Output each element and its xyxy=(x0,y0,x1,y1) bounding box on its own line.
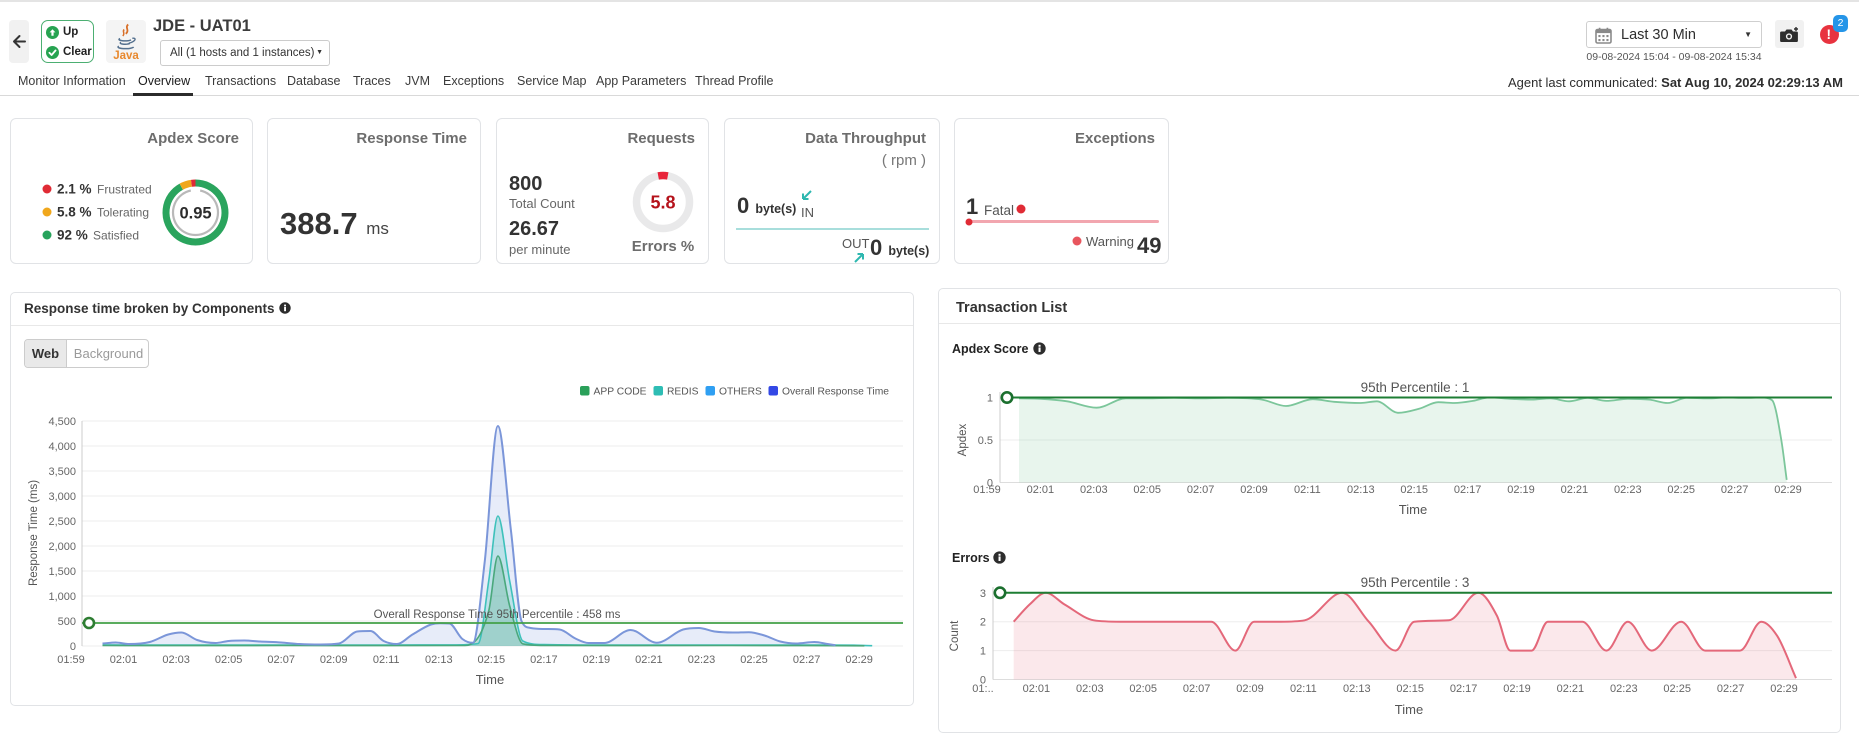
svg-text:95th Percentile : 3: 95th Percentile : 3 xyxy=(1361,575,1470,590)
svg-text:02:27: 02:27 xyxy=(1721,484,1749,496)
svg-text:2.1 %: 2.1 % xyxy=(57,182,92,197)
svg-text:Tolerating: Tolerating xyxy=(97,206,149,220)
svg-text:02:17: 02:17 xyxy=(1454,484,1482,496)
svg-text:02:09: 02:09 xyxy=(1236,683,1264,695)
svg-text:02:11: 02:11 xyxy=(1290,683,1317,695)
svg-text:0.5: 0.5 xyxy=(978,435,993,447)
svg-text:02:01: 02:01 xyxy=(1023,683,1051,695)
svg-text:02:11: 02:11 xyxy=(1294,484,1321,496)
svg-text:Time: Time xyxy=(1399,502,1427,517)
svg-text:1: 1 xyxy=(987,393,993,405)
svg-text:01:59: 01:59 xyxy=(973,484,1001,496)
svg-text:Overall Response Time: Overall Response Time xyxy=(782,387,889,398)
svg-text:Apdex: Apdex xyxy=(957,423,969,456)
svg-text:Time: Time xyxy=(476,672,504,687)
svg-text:4,000: 4,000 xyxy=(48,441,76,453)
svg-text:3,000: 3,000 xyxy=(48,491,76,503)
svg-text:0: 0 xyxy=(70,641,76,653)
svg-text:02:03: 02:03 xyxy=(1080,484,1108,496)
svg-text:02:17: 02:17 xyxy=(530,654,558,666)
svg-text:02:27: 02:27 xyxy=(1717,683,1745,695)
svg-text:02:19: 02:19 xyxy=(583,654,611,666)
svg-text:1,000: 1,000 xyxy=(48,591,76,603)
svg-text:02:05: 02:05 xyxy=(1129,683,1157,695)
svg-text:02:01: 02:01 xyxy=(1027,484,1055,496)
svg-text:02:23: 02:23 xyxy=(1614,484,1642,496)
svg-text:OTHERS: OTHERS xyxy=(719,387,762,398)
svg-text:1,500: 1,500 xyxy=(48,566,76,578)
svg-text:02:23: 02:23 xyxy=(1610,683,1638,695)
svg-text:1: 1 xyxy=(980,646,986,658)
svg-text:3,500: 3,500 xyxy=(48,466,76,478)
svg-text:Frustrated: Frustrated xyxy=(97,183,152,197)
svg-text:92 %: 92 % xyxy=(57,228,88,243)
svg-text:02:17: 02:17 xyxy=(1450,683,1478,695)
svg-text:500: 500 xyxy=(58,616,76,628)
svg-text:Java: Java xyxy=(113,50,139,61)
svg-text:02:03: 02:03 xyxy=(162,654,190,666)
svg-text:02:21: 02:21 xyxy=(1561,484,1589,496)
svg-text:02:07: 02:07 xyxy=(1183,683,1211,695)
svg-text:02:29: 02:29 xyxy=(1774,484,1802,496)
svg-text:02:13: 02:13 xyxy=(1343,683,1371,695)
svg-text:2,500: 2,500 xyxy=(48,516,76,528)
svg-text:02:05: 02:05 xyxy=(1133,484,1161,496)
svg-text:95th Percentile : 1: 95th Percentile : 1 xyxy=(1361,380,1470,395)
svg-text:02:07: 02:07 xyxy=(1187,484,1215,496)
svg-text:2,000: 2,000 xyxy=(48,541,76,553)
svg-text:Overall Response Time 95th Per: Overall Response Time 95th Percentile : … xyxy=(374,609,621,621)
svg-text:4,500: 4,500 xyxy=(48,416,76,428)
svg-text:3: 3 xyxy=(980,588,986,600)
svg-text:02:23: 02:23 xyxy=(688,654,716,666)
svg-text:02:07: 02:07 xyxy=(267,654,295,666)
svg-text:0: 0 xyxy=(987,478,993,490)
svg-text:02:19: 02:19 xyxy=(1503,683,1531,695)
svg-text:0: 0 xyxy=(980,675,986,687)
svg-text:Satisfied: Satisfied xyxy=(93,229,139,243)
svg-text:Count: Count xyxy=(949,620,961,651)
svg-text:Time: Time xyxy=(1395,702,1423,717)
svg-text:5.8 %: 5.8 % xyxy=(57,205,92,220)
svg-text:Response Time (ms): Response Time (ms) xyxy=(28,480,40,586)
svg-text:02:13: 02:13 xyxy=(425,654,453,666)
svg-text:02:09: 02:09 xyxy=(1240,484,1268,496)
svg-text:02:11: 02:11 xyxy=(373,654,400,666)
svg-text:02:05: 02:05 xyxy=(215,654,243,666)
svg-text:01:59: 01:59 xyxy=(57,654,85,666)
svg-text:APP CODE: APP CODE xyxy=(594,387,647,398)
svg-text:02:29: 02:29 xyxy=(845,654,873,666)
svg-text:02:21: 02:21 xyxy=(1557,683,1585,695)
svg-text:02:15: 02:15 xyxy=(1396,683,1424,695)
svg-text:02:09: 02:09 xyxy=(320,654,348,666)
svg-text:02:15: 02:15 xyxy=(478,654,506,666)
svg-text:02:01: 02:01 xyxy=(110,654,138,666)
svg-text:02:25: 02:25 xyxy=(1667,484,1695,496)
svg-text:5.8: 5.8 xyxy=(650,193,675,213)
svg-text:02:25: 02:25 xyxy=(740,654,768,666)
svg-text:02:29: 02:29 xyxy=(1770,683,1798,695)
svg-text:02:03: 02:03 xyxy=(1076,683,1104,695)
svg-text:2: 2 xyxy=(980,617,986,629)
svg-text:02:21: 02:21 xyxy=(635,654,663,666)
svg-text:02:13: 02:13 xyxy=(1347,484,1375,496)
svg-text:02:25: 02:25 xyxy=(1663,683,1691,695)
svg-text:02:27: 02:27 xyxy=(793,654,821,666)
svg-text:REDIS: REDIS xyxy=(667,387,699,398)
svg-text:02:15: 02:15 xyxy=(1400,484,1428,496)
svg-text:0.95: 0.95 xyxy=(179,205,211,223)
svg-text:01:..: 01:.. xyxy=(972,683,993,695)
svg-text:02:19: 02:19 xyxy=(1507,484,1535,496)
